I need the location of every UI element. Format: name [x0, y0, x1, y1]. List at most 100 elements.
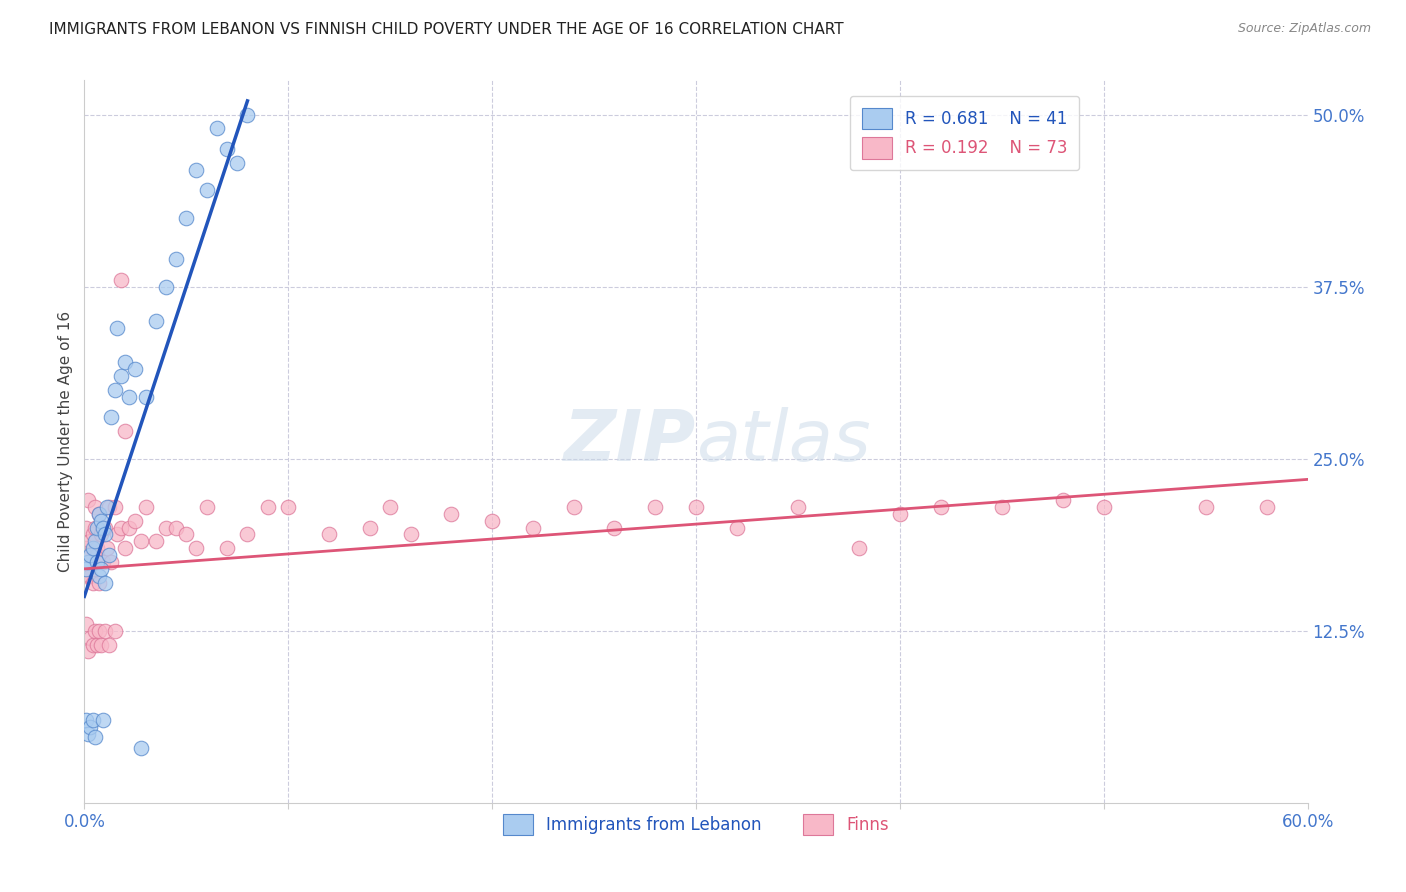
Point: [155, 520, 177, 534]
Point: [226, 156, 249, 170]
Point: [100, 410, 122, 425]
Point: [165, 520, 187, 534]
Point: [91, 520, 114, 534]
Point: [83, 500, 105, 514]
Point: [440, 507, 463, 521]
Point: [110, 520, 132, 534]
Point: [77, 548, 100, 562]
Point: [135, 390, 157, 404]
Point: [110, 273, 132, 287]
Point: [86, 520, 108, 534]
Point: [889, 507, 911, 521]
Point: [1092, 500, 1115, 514]
Point: [236, 527, 259, 541]
Point: [75, 541, 97, 556]
Point: [82, 638, 104, 652]
Point: [104, 383, 127, 397]
Point: [104, 624, 127, 638]
Point: [104, 500, 127, 514]
Point: [131, 740, 153, 755]
Point: [86, 555, 108, 569]
Point: [105, 321, 128, 335]
Point: [1052, 493, 1074, 508]
Point: [82, 713, 104, 727]
Point: [96, 541, 118, 556]
Point: [195, 183, 218, 197]
Point: [82, 575, 104, 590]
Point: [644, 500, 666, 514]
Point: [114, 424, 136, 438]
Point: [991, 500, 1014, 514]
Point: [165, 252, 187, 267]
Point: [1195, 500, 1218, 514]
Point: [217, 541, 239, 556]
Point: [97, 638, 120, 652]
Point: [100, 555, 122, 569]
Point: [87, 624, 110, 638]
Point: [83, 520, 105, 534]
Y-axis label: Child Poverty Under the Age of 16: Child Poverty Under the Age of 16: [58, 311, 73, 572]
Point: [685, 500, 707, 514]
Point: [83, 624, 105, 638]
Point: [848, 541, 870, 556]
Point: [86, 638, 108, 652]
Point: [195, 500, 218, 514]
Point: [145, 314, 167, 328]
Point: [257, 500, 280, 514]
Point: [77, 644, 100, 658]
Point: [82, 541, 104, 556]
Point: [96, 500, 118, 514]
Point: [83, 730, 105, 744]
Point: [93, 624, 115, 638]
Point: [174, 211, 197, 225]
Point: [603, 520, 626, 534]
Point: [399, 527, 422, 541]
Point: [77, 493, 100, 508]
Point: [155, 279, 177, 293]
Point: [186, 162, 208, 177]
Point: [79, 720, 101, 734]
Point: [217, 142, 239, 156]
Point: [93, 575, 115, 590]
Point: [91, 713, 114, 727]
Point: [87, 568, 110, 582]
Point: [186, 541, 208, 556]
Point: [114, 541, 136, 556]
Text: ZIP: ZIP: [564, 407, 696, 476]
Point: [205, 121, 228, 136]
Point: [77, 568, 100, 582]
Point: [90, 638, 112, 652]
Point: [145, 534, 167, 549]
Point: [90, 527, 112, 541]
Point: [124, 514, 146, 528]
Point: [87, 575, 110, 590]
Point: [82, 527, 104, 541]
Point: [91, 555, 114, 569]
Point: [114, 355, 136, 369]
Point: [75, 562, 97, 576]
Point: [87, 507, 110, 521]
Point: [929, 500, 952, 514]
Point: [318, 527, 340, 541]
Point: [1256, 500, 1278, 514]
Point: [787, 500, 810, 514]
Point: [97, 548, 120, 562]
Point: [77, 555, 100, 569]
Point: [93, 520, 115, 534]
Point: [236, 108, 259, 122]
Point: [481, 514, 503, 528]
Point: [90, 514, 112, 528]
Point: [135, 500, 157, 514]
Point: [90, 562, 112, 576]
Point: [124, 362, 146, 376]
Point: [79, 548, 101, 562]
Point: [97, 500, 120, 514]
Point: [75, 713, 97, 727]
Point: [83, 534, 105, 549]
Point: [110, 369, 132, 384]
Point: [131, 534, 153, 549]
Point: [79, 631, 101, 645]
Point: [725, 520, 748, 534]
Point: [75, 616, 97, 631]
Point: [562, 500, 585, 514]
